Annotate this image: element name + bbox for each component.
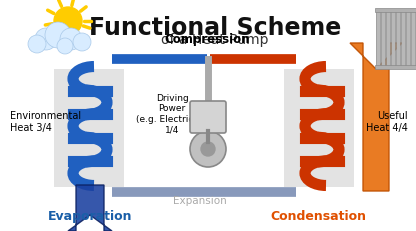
Text: Functional Scheme: Functional Scheme [89, 16, 341, 40]
Text: of a Heat Pump: of a Heat Pump [161, 33, 269, 47]
Bar [401, 10, 405, 68]
Bar [284, 70, 354, 187]
Text: Driving
Power
(e.g. Electricity)
1/4: Driving Power (e.g. Electricity) 1/4 [136, 94, 208, 134]
Circle shape [35, 29, 57, 51]
Circle shape [190, 131, 226, 167]
Text: Expansion: Expansion [173, 195, 227, 205]
Bar [375, 66, 416, 70]
Polygon shape [68, 185, 112, 231]
Bar [54, 70, 124, 187]
Circle shape [57, 39, 73, 55]
Text: Useful
Heat 4/4: Useful Heat 4/4 [366, 111, 408, 132]
Bar [396, 10, 400, 68]
Circle shape [45, 23, 71, 49]
Bar [406, 10, 410, 68]
Bar [391, 10, 395, 68]
Circle shape [73, 34, 91, 52]
Circle shape [54, 8, 82, 36]
FancyBboxPatch shape [190, 102, 226, 134]
Bar [376, 10, 380, 68]
Bar [375, 9, 416, 13]
Polygon shape [350, 44, 402, 191]
Bar [411, 10, 415, 68]
Bar [386, 10, 390, 68]
Circle shape [28, 36, 46, 54]
Text: Evaporation: Evaporation [48, 209, 132, 222]
Bar [381, 10, 385, 68]
Text: Compression: Compression [164, 33, 250, 46]
Circle shape [201, 142, 215, 156]
Text: Condensation: Condensation [270, 209, 366, 222]
Text: Environmental
Heat 3/4: Environmental Heat 3/4 [10, 111, 81, 132]
Circle shape [60, 29, 82, 51]
